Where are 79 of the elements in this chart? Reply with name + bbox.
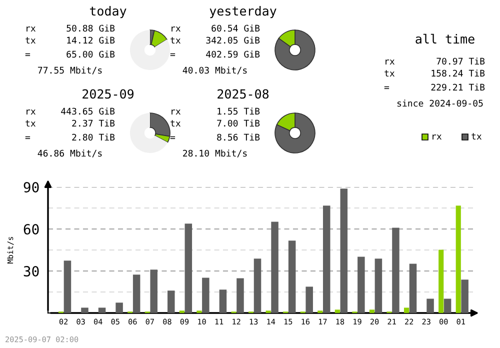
- bar: [81, 308, 88, 313]
- bar: [116, 302, 123, 313]
- y-tick-label: 60: [24, 224, 39, 235]
- bar: [254, 258, 262, 313]
- text: 40.03 Mbit/s: [182, 66, 247, 74]
- y-tick-label: 30: [24, 266, 39, 277]
- text: 65.00 GiB: [66, 50, 115, 58]
- text: rx: [172, 109, 181, 115]
- text: tx: [26, 37, 36, 44]
- chart-title: today: [90, 6, 126, 18]
- bar: [426, 298, 434, 313]
- bar: [168, 290, 175, 313]
- chart-title: 2025-09: [82, 89, 134, 99]
- y-tick-label: 90: [24, 182, 39, 193]
- text: 14.12 GiB: [67, 36, 115, 44]
- donut-slice: [274, 30, 316, 70]
- text: =: [170, 136, 176, 139]
- text: =: [384, 86, 390, 89]
- text: 50.88 GiB: [66, 24, 115, 32]
- legend-label: tx: [472, 133, 482, 140]
- text: rx: [386, 59, 395, 65]
- text: 70.97 TiB: [436, 58, 485, 65]
- text: 60.54 GiB: [212, 24, 260, 32]
- bar: [271, 222, 278, 313]
- bar: [444, 298, 452, 313]
- text: 443.65 GiB: [61, 108, 115, 115]
- text: 46.86 Mbit/s: [38, 150, 102, 158]
- bar: [64, 260, 72, 313]
- text: tx: [170, 37, 181, 44]
- bar: [219, 290, 227, 313]
- text: =: [25, 136, 30, 139]
- text: rx: [26, 26, 36, 32]
- bar: [306, 286, 313, 313]
- bar: [461, 280, 468, 313]
- text: tx: [170, 120, 181, 127]
- text: 2.37 TiB: [72, 120, 115, 127]
- bar: [369, 310, 375, 313]
- bar: [456, 206, 461, 313]
- chart-title: 2025-08: [218, 89, 269, 99]
- text: rx: [26, 109, 36, 115]
- bar: [409, 264, 417, 313]
- donut-slice: [130, 113, 168, 153]
- text: 7.00 TiB: [217, 120, 260, 127]
- text: tx: [26, 120, 36, 127]
- text: rx: [172, 26, 181, 32]
- bar: [132, 274, 140, 313]
- text: since 2024-09-05: [397, 100, 483, 107]
- bar: [322, 206, 330, 313]
- donut-slice: [274, 112, 316, 154]
- bar: [236, 278, 244, 313]
- text: 2.80 TiB: [72, 134, 115, 141]
- bar: [404, 308, 410, 313]
- bar: [288, 240, 296, 313]
- text: 342.05 GiB: [206, 36, 260, 44]
- bar: [374, 258, 382, 313]
- bar: [438, 250, 444, 313]
- text: 1.55 TiB: [218, 108, 260, 115]
- bar: [340, 188, 348, 313]
- text: tx: [384, 70, 395, 77]
- text: 28.10 Mbit/s: [183, 150, 247, 158]
- text: 77.55 Mbit/s: [38, 66, 102, 74]
- text: 158.24 TiB: [432, 70, 485, 77]
- bar: [184, 224, 192, 313]
- bar: [392, 228, 400, 313]
- chart-title: yesterday: [210, 6, 276, 18]
- bar: [358, 256, 365, 313]
- bar: [202, 278, 210, 313]
- text: all time: [416, 34, 474, 44]
- bar: [150, 270, 158, 313]
- text: =: [170, 53, 176, 56]
- text: 8.56 TiB: [217, 134, 260, 141]
- bar: [98, 308, 106, 313]
- legend-label: rx: [432, 134, 442, 140]
- bar: [334, 310, 340, 313]
- text: 402.59 GiB: [206, 50, 260, 58]
- text: =: [25, 53, 30, 56]
- donut-slice: [150, 30, 168, 48]
- donut-slice: [130, 30, 170, 70]
- text: 229.21 TiB: [431, 84, 485, 91]
